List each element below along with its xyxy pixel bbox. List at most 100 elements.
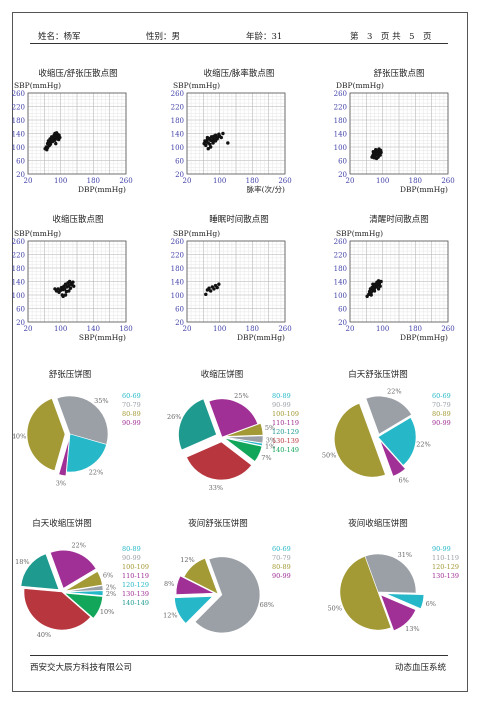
data-point [72, 284, 76, 288]
x-tick-label: 100 [376, 177, 389, 185]
legend-entry: 110-119 [432, 554, 459, 562]
y-tick-label: 140 [171, 279, 184, 287]
x-tick-label: 100 [213, 325, 226, 333]
data-point [58, 135, 62, 140]
data-point [208, 145, 213, 149]
data-point [213, 139, 218, 143]
legend-entry: 130-139 [432, 572, 459, 580]
data-point [205, 135, 210, 140]
data-point [53, 287, 57, 291]
y-axis-label: SBP(mmHg) [336, 229, 383, 238]
y-tick-label: 260 [171, 238, 184, 246]
pie-slice [224, 423, 264, 437]
pie-chart-6: 夜间收缩压饼图 31% 6% 13% 50% 90-99110-119120-129130… [328, 518, 459, 633]
legend-entry: 100-109 [272, 410, 299, 418]
plot-frame [27, 92, 127, 175]
y-tick-label: 180 [12, 265, 25, 273]
y-tick-label: 100 [334, 144, 347, 152]
y-tick-label: 220 [334, 104, 347, 112]
data-point [206, 146, 210, 151]
data-point [379, 279, 383, 284]
x-tick-label: 100 [213, 177, 226, 185]
scatter-chart-4: 收缩压散点图 SBP(mmHg) 20 60 100 140 180 220 260 20 100 1… [12, 214, 133, 342]
y-tick-label: 20 [175, 319, 184, 327]
scatter-title: 睡眠时间散点图 [209, 214, 269, 225]
legend-entry: 120-129 [272, 428, 299, 436]
y-tick-label: 220 [12, 104, 25, 112]
pie-title: 夜间收缩压饼图 [348, 518, 408, 529]
pie-slice [224, 437, 263, 447]
slice-label: 6% [398, 476, 408, 484]
data-point [378, 148, 383, 153]
data-point [208, 142, 212, 146]
data-point [63, 293, 68, 297]
x-tick-label: 180 [119, 325, 132, 333]
pie-slice [26, 398, 66, 472]
y-tick-label: 60 [16, 158, 25, 166]
legend-entry: 120-129 [432, 563, 459, 571]
legend-entry: 130-139 [272, 437, 299, 445]
pie-slice [224, 435, 264, 444]
x-tick-label: 20 [183, 177, 192, 185]
scatter-chart-3: 舒张压散点图 DBP(mmHg) 20 60 100 140 180 220 260 20 100 1… [334, 68, 455, 194]
x-tick-label: 180 [87, 177, 100, 185]
y-tick-label: 60 [16, 306, 25, 314]
y-axis-label: SBP(mmHg) [14, 81, 61, 90]
legend-entry: 80-89 [272, 563, 291, 571]
slice-label: 2% [106, 590, 116, 598]
plot-frame [186, 92, 286, 175]
x-tick-label: 140 [87, 325, 100, 333]
legend-entry: 60-69 [122, 392, 141, 400]
x-axis-label: DBP(mmHg) [400, 333, 448, 342]
pie-slice [20, 553, 60, 590]
slice-label: 26% [167, 413, 181, 421]
data-point [45, 145, 50, 150]
y-tick-label: 20 [16, 319, 25, 327]
legend-entry: 110-119 [272, 419, 299, 427]
y-tick-label: 20 [338, 171, 347, 179]
data-point [71, 280, 75, 284]
y-axis-label: SBP(mmHg) [14, 229, 61, 238]
x-tick-label: 180 [409, 177, 422, 185]
x-tick-label: 180 [246, 325, 259, 333]
y-axis-label: DBP(mmHg) [336, 81, 384, 90]
y-tick-label: 140 [334, 131, 347, 139]
x-axis-label: DBP(mmHg) [237, 333, 285, 342]
y-tick-label: 260 [334, 238, 347, 246]
data-point [376, 155, 380, 159]
scatter-chart-6: 清醒时间散点图 SBP(mmHg) 20 60 100 140 180 220 260 20 100… [334, 214, 455, 342]
scatter-chart-5: 睡眠时间散点图 SBP(mmHg) 20 60 100 140 180 220 260 20 100… [171, 214, 292, 342]
plot-frame [349, 240, 449, 323]
y-tick-label: 20 [175, 171, 184, 179]
x-tick-label: 180 [246, 177, 259, 185]
data-point [219, 135, 223, 140]
pie-slice [56, 395, 109, 445]
data-point [212, 287, 216, 291]
footer-rule [30, 655, 448, 656]
pie-slice [379, 440, 406, 477]
y-tick-label: 220 [334, 252, 347, 260]
data-point [217, 282, 221, 286]
data-point [372, 289, 377, 293]
x-tick-label: 260 [441, 325, 454, 333]
y-tick-label: 60 [175, 306, 184, 314]
x-tick-label: 100 [376, 325, 389, 333]
legend-entry: 90-99 [272, 401, 291, 409]
slice-label: 40% [37, 631, 51, 639]
pie-slice [175, 575, 215, 595]
slice-label: 10% [100, 608, 114, 616]
data-point [375, 152, 380, 156]
data-point [369, 293, 373, 297]
pie-title: 白天收缩压饼图 [32, 518, 92, 529]
page-frame [12, 12, 468, 692]
slice-label: 12% [163, 611, 177, 619]
y-tick-label: 100 [171, 292, 184, 300]
slice-label: 22% [416, 440, 430, 448]
data-point [204, 292, 208, 297]
legend-entry: 120-129 [122, 581, 149, 589]
data-point [53, 138, 57, 142]
y-tick-label: 260 [334, 90, 347, 98]
slice-label: 3% [56, 480, 66, 488]
pie-slice [339, 555, 392, 631]
